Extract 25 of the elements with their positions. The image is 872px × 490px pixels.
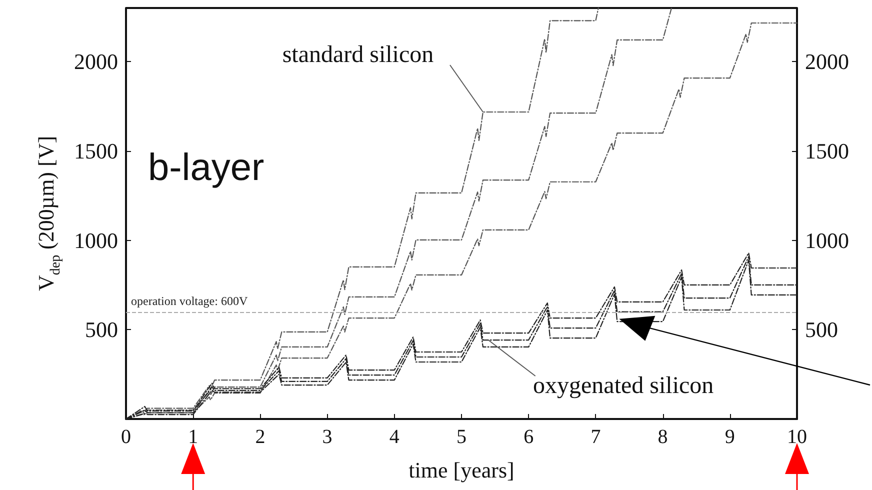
x-tick-label: 3 (322, 426, 332, 448)
y-axis-title: Vdep (200µm) [V] (34, 136, 64, 292)
y2-tick-label: 1000 (805, 228, 849, 253)
y-tick-label: 500 (85, 317, 118, 342)
x-tick-label: 10 (787, 426, 807, 448)
annotation: oxygenated silicon (533, 373, 714, 400)
x-tick-label: 8 (658, 426, 668, 448)
y2-tick-label: 2000 (805, 49, 849, 74)
y-tick-label: 1500 (74, 138, 118, 164)
y2-tick-label: 1500 (805, 138, 849, 164)
x-tick-label: 4 (389, 426, 400, 448)
annotation: b-layer (148, 147, 264, 189)
x-axis-title: time [years] (408, 458, 514, 482)
x-tick-label: 9 (724, 426, 735, 448)
x-tick-label: 2 (255, 426, 266, 448)
x-tick-label: 7 (590, 426, 601, 448)
y-tick-label: 2000 (74, 49, 118, 74)
ref-line-label: operation voltage: 600V (131, 294, 248, 308)
x-tick-label: 5 (456, 426, 466, 448)
x-tick-label: 1 (188, 426, 198, 448)
y-tick-label: 1000 (74, 228, 118, 253)
y2-tick-label: 500 (805, 317, 838, 342)
annotation: standard silicon (282, 42, 434, 68)
x-tick-label: 6 (524, 426, 534, 448)
x-tick-label: 0 (121, 426, 131, 448)
